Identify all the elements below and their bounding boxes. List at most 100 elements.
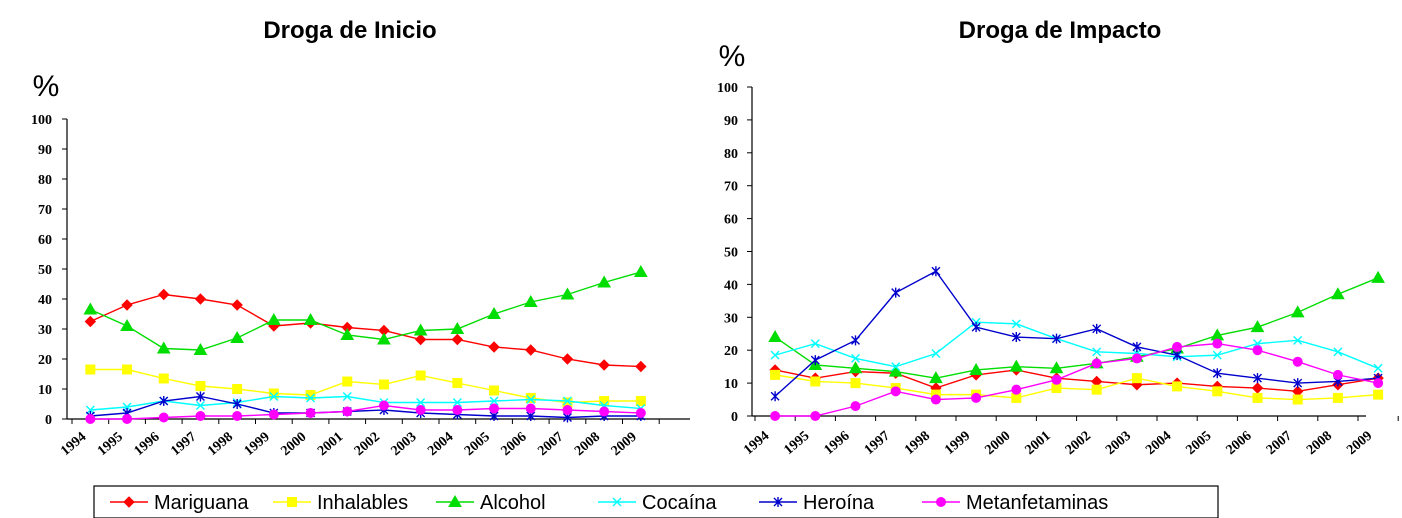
data-point (525, 403, 536, 414)
data-point (1333, 347, 1343, 357)
y-tick-label: 90 (38, 143, 52, 158)
data-point (416, 398, 426, 407)
y-tick-label: 30 (724, 311, 738, 326)
x-tick-label: 2002 (1063, 429, 1094, 458)
data-point (83, 302, 98, 315)
data-point (120, 318, 134, 331)
legend-item: Inhalables (273, 492, 408, 514)
data-point (487, 306, 501, 319)
data-point (1212, 350, 1222, 360)
data-point (232, 411, 243, 421)
data-point (891, 362, 901, 372)
data-point (159, 396, 169, 406)
legend-label: Inhalables (317, 492, 408, 514)
data-point (851, 335, 860, 346)
data-point (1373, 378, 1384, 389)
data-point (1293, 378, 1303, 389)
legend-item: Heroína (759, 492, 875, 514)
series-metanfetaminas (85, 400, 646, 424)
data-point (768, 330, 782, 343)
x-tick-label: 2000 (278, 430, 309, 459)
series-mariguana (769, 364, 1384, 398)
data-point (1131, 353, 1142, 364)
data-point (1011, 384, 1022, 395)
series-line (774, 321, 1379, 369)
data-point (848, 361, 863, 374)
y-tick-label: 0 (731, 410, 738, 425)
data-point (413, 323, 428, 336)
y-tick-label: 80 (724, 147, 738, 162)
y-axis-label: % (33, 70, 60, 103)
x-tick-label: 2008 (572, 430, 603, 459)
data-point (1332, 369, 1343, 380)
data-point (1212, 386, 1223, 397)
chart-title: Droga de Impacto (959, 17, 1162, 44)
data-point (1290, 305, 1305, 318)
series-alcohol (83, 264, 648, 355)
x-tick-label: 2007 (535, 430, 566, 459)
y-tick-label: 50 (38, 263, 52, 278)
data-point (378, 400, 389, 411)
x-tick-label: 2003 (389, 430, 420, 459)
series-line (774, 277, 1379, 379)
y-tick-label: 90 (724, 114, 738, 129)
data-point (851, 353, 860, 363)
data-point (266, 312, 281, 325)
y-tick-label: 70 (724, 180, 738, 195)
x-tick-label: 2003 (1103, 429, 1134, 458)
data-point (1253, 373, 1262, 384)
data-point (635, 396, 646, 406)
data-point (770, 369, 781, 380)
x-tick-label: 1998 (902, 429, 933, 458)
data-point (1212, 338, 1223, 349)
data-point (303, 312, 318, 325)
series-line (775, 342, 1379, 417)
data-point (122, 364, 133, 375)
x-tick-label: 1996 (822, 429, 853, 458)
data-point (810, 411, 821, 421)
legend-item: Mariguana (110, 492, 249, 514)
y-axis-label: % (719, 40, 746, 73)
data-point (969, 362, 983, 375)
x-tick-label: 2001 (1023, 429, 1054, 458)
legend-label: Heroína (803, 492, 875, 514)
y-tick-label: 60 (38, 233, 52, 248)
y-tick-label: 60 (724, 213, 738, 228)
data-point (770, 391, 780, 402)
series-inhalables (770, 369, 1384, 405)
data-point (450, 321, 465, 334)
legend-item: Metanfetaminas (922, 492, 1108, 514)
data-point (158, 412, 169, 423)
data-point (1371, 270, 1385, 283)
legend-label: Cocaína (642, 492, 717, 514)
data-point (489, 396, 499, 406)
data-point (1332, 392, 1343, 403)
x-tick-label: 1997 (862, 429, 893, 458)
data-point (598, 359, 610, 371)
data-point (1051, 374, 1062, 385)
data-point (195, 401, 205, 410)
data-point (1091, 358, 1102, 369)
legend-label: Metanfetaminas (966, 492, 1108, 514)
data-point (1252, 392, 1263, 403)
x-tick-label: 2002 (352, 430, 383, 459)
x-tick-label: 1999 (942, 429, 973, 458)
data-point (340, 327, 355, 340)
data-point (971, 392, 982, 403)
x-tick-label: 1994 (58, 430, 89, 459)
data-point (1052, 333, 1061, 344)
y-tick-label: 80 (38, 173, 52, 188)
y-tick-label: 40 (38, 293, 52, 308)
x-tick-label: 2004 (1143, 429, 1174, 458)
x-tick-label: 2006 (1224, 429, 1255, 458)
legend-marker (448, 494, 462, 507)
data-point (85, 364, 96, 375)
data-point (452, 378, 463, 388)
series-line (774, 369, 1379, 393)
x-tick-label: 1994 (741, 429, 772, 458)
series-line (90, 271, 642, 351)
x-tick-label: 1995 (781, 429, 812, 458)
data-point (930, 394, 941, 405)
data-point (523, 294, 538, 307)
